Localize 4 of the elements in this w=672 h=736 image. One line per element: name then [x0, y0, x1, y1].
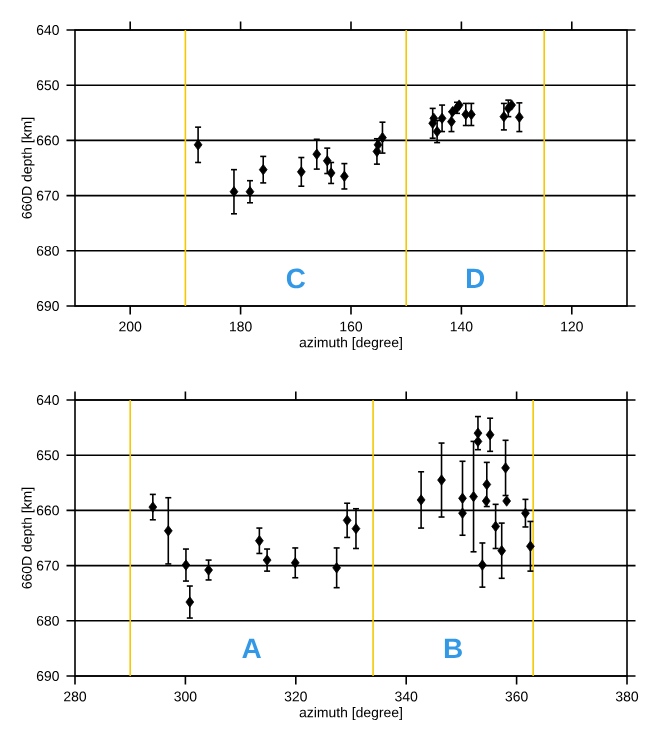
annotation: D: [467, 268, 485, 288]
annotation: C: [286, 268, 306, 289]
annotation: B: [444, 638, 462, 658]
annotation: A: [242, 638, 261, 658]
